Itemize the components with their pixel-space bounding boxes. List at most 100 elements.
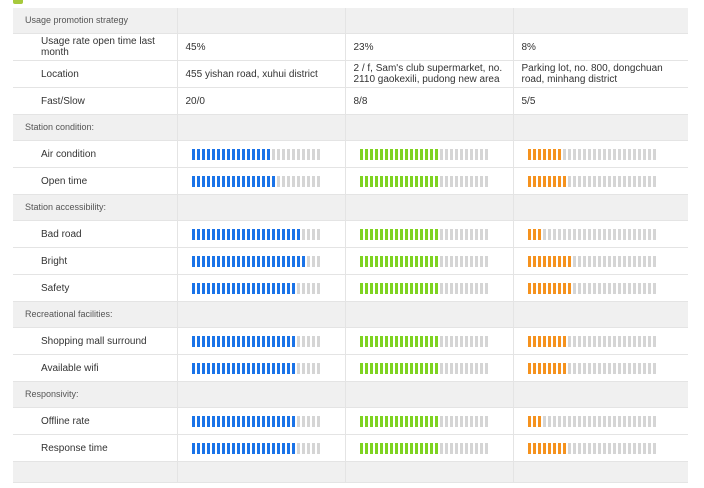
- rating-segment-empty: [637, 362, 641, 374]
- rating-segment-filled: [527, 255, 531, 267]
- rating-segment-empty: [647, 255, 651, 267]
- section-filler: [513, 381, 688, 408]
- rating-segment-empty: [612, 175, 616, 187]
- rating-segment-filled: [419, 415, 423, 427]
- rating-segment-filled: [251, 442, 255, 454]
- rating-segment-empty: [301, 362, 305, 374]
- rating-segment-empty: [439, 282, 443, 294]
- rating-segment-empty: [652, 228, 656, 240]
- rating-segment-filled: [256, 175, 260, 187]
- rating-segment-filled: [384, 255, 388, 267]
- rating-segment-empty: [479, 175, 483, 187]
- rating-segment-empty: [469, 282, 473, 294]
- rating-segment-empty: [637, 228, 641, 240]
- rating-segment-empty: [577, 415, 581, 427]
- section-filler: [345, 8, 514, 34]
- rating-segment-filled: [552, 442, 556, 454]
- rating-segment-empty: [637, 175, 641, 187]
- rating-segment-empty: [622, 362, 626, 374]
- rating-segment-filled: [291, 255, 295, 267]
- rating-segment-filled: [256, 335, 260, 347]
- rating-segment-empty: [642, 442, 646, 454]
- rating-segment-empty: [602, 228, 606, 240]
- rating-segment-empty: [439, 255, 443, 267]
- rating-segment-filled: [429, 282, 433, 294]
- rating-bar: [527, 442, 683, 454]
- rating-segment-empty: [449, 335, 453, 347]
- rating-segment-filled: [236, 175, 240, 187]
- rating-segment-empty: [311, 362, 315, 374]
- comparison-panel: Usage promotion strategy Usage rate open …: [13, 0, 688, 488]
- rating-segment-filled: [532, 415, 536, 427]
- rating-segment-empty: [612, 415, 616, 427]
- rating-segment-filled: [246, 255, 250, 267]
- rating-segment-filled: [562, 175, 566, 187]
- rating-segment-empty: [642, 255, 646, 267]
- section-title: Recreational facilities:: [13, 301, 178, 328]
- rating-segment-filled: [241, 175, 245, 187]
- rating-segment-filled: [399, 175, 403, 187]
- rating-segment-filled: [211, 282, 215, 294]
- section-title: Station condition:: [13, 114, 178, 141]
- rating-segment-filled: [384, 442, 388, 454]
- rating-segment-empty: [612, 255, 616, 267]
- rating-segment-empty: [449, 415, 453, 427]
- rating-segment-empty: [647, 335, 651, 347]
- rating-segment-filled: [389, 255, 393, 267]
- rating-segment-filled: [527, 335, 531, 347]
- rating-segment-filled: [191, 148, 195, 160]
- rating-segment-filled: [231, 282, 235, 294]
- rating-segment-filled: [216, 362, 220, 374]
- rating-segment-empty: [587, 335, 591, 347]
- rating-segment-filled: [221, 362, 225, 374]
- rating-segment-filled: [419, 335, 423, 347]
- rating-segment-empty: [632, 282, 636, 294]
- rating-segment-filled: [404, 175, 408, 187]
- rating-segment-filled: [527, 362, 531, 374]
- rating-segment-filled: [261, 228, 265, 240]
- rating-segment-filled: [271, 228, 275, 240]
- rating-segment-empty: [276, 175, 280, 187]
- rating-segment-empty: [632, 175, 636, 187]
- rating-bar: [527, 335, 683, 347]
- rating-segment-empty: [582, 255, 586, 267]
- section-header: Station accessibility:: [13, 194, 688, 221]
- rating-segment-empty: [449, 362, 453, 374]
- rating-segment-empty: [271, 148, 275, 160]
- rating-segment-filled: [301, 255, 305, 267]
- rating-segment-empty: [607, 282, 611, 294]
- rating-segment-empty: [469, 442, 473, 454]
- rating-segment-filled: [369, 228, 373, 240]
- rating-segment-empty: [449, 255, 453, 267]
- rating-segment-filled: [201, 415, 205, 427]
- rating-segment-filled: [196, 255, 200, 267]
- rating-segment-filled: [286, 255, 290, 267]
- rating-segment-empty: [464, 228, 468, 240]
- rating-segment-empty: [479, 362, 483, 374]
- rating-segment-empty: [577, 148, 581, 160]
- rating-segment-filled: [221, 228, 225, 240]
- rating-segment-filled: [196, 228, 200, 240]
- rating-segment-filled: [201, 148, 205, 160]
- rating-segment-filled: [429, 335, 433, 347]
- rating-segment-filled: [379, 335, 383, 347]
- rating-segment-empty: [637, 282, 641, 294]
- rating-segment-filled: [384, 175, 388, 187]
- rating-segment-empty: [617, 228, 621, 240]
- row-value: 45%: [177, 33, 346, 61]
- rating-segment-filled: [231, 362, 235, 374]
- rating-segment-filled: [246, 175, 250, 187]
- rating-segment-empty: [459, 362, 463, 374]
- rating-segment-filled: [226, 362, 230, 374]
- rating-segment-empty: [567, 148, 571, 160]
- rating-segment-filled: [419, 282, 423, 294]
- rating-segment-empty: [577, 228, 581, 240]
- rating-segment-empty: [281, 148, 285, 160]
- rating-segment-filled: [434, 255, 438, 267]
- rating-segment-empty: [449, 175, 453, 187]
- rating-segment-filled: [206, 415, 210, 427]
- rating-segment-filled: [291, 228, 295, 240]
- rating-segment-filled: [434, 415, 438, 427]
- rating-segment-filled: [389, 148, 393, 160]
- rating-segment-empty: [592, 255, 596, 267]
